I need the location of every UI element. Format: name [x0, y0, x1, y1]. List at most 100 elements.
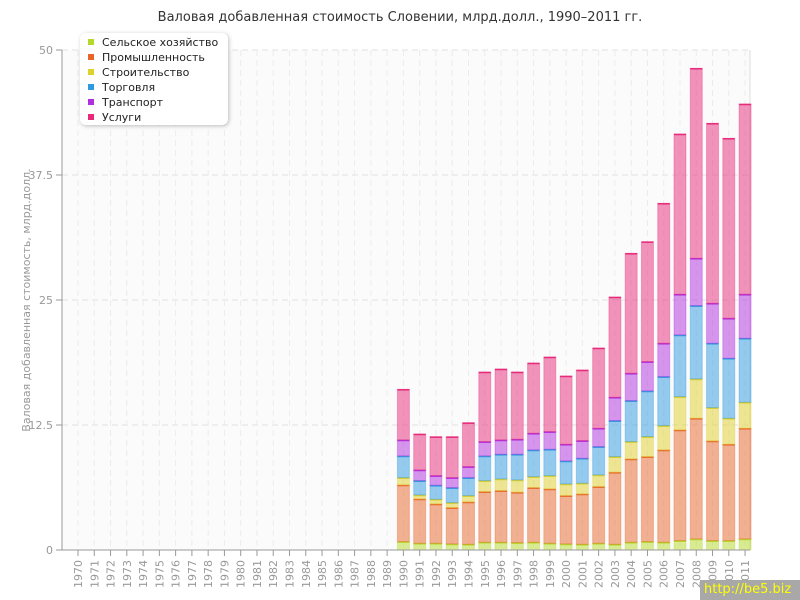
- legend-item[interactable]: Сельское хозяйство: [88, 36, 218, 49]
- legend: Сельское хозяйство Промышленность Строител…: [80, 33, 228, 125]
- bar-segment: [413, 469, 427, 482]
- bar-segment: [722, 443, 736, 542]
- bar-segment: [608, 456, 622, 473]
- bar-segment: [706, 342, 720, 409]
- bar-segment: [673, 334, 687, 398]
- bar-segment: [738, 427, 752, 540]
- bar-segment: [722, 317, 736, 359]
- bar-segment: [657, 202, 671, 344]
- bar-segment: [689, 257, 703, 307]
- bar-segment: [592, 347, 606, 429]
- legend-item[interactable]: Услуги: [88, 111, 141, 124]
- x-tick-label: 2004: [625, 560, 638, 588]
- x-tick-label: 2000: [560, 560, 573, 588]
- bar-segment: [445, 487, 459, 504]
- bar-segment: [445, 436, 459, 479]
- bar-segment: [478, 441, 492, 457]
- bar-segment: [478, 371, 492, 443]
- bar-segment: [608, 296, 622, 398]
- bar-segment: [624, 400, 638, 443]
- bar-segment: [527, 476, 541, 489]
- bar-segment: [494, 368, 508, 441]
- chart-title: Валовая добавленная стоимость Словении, …: [157, 10, 643, 25]
- legend-swatch: [88, 69, 94, 75]
- bar-segment: [445, 477, 459, 489]
- bar-segment: [657, 342, 671, 378]
- y-tick-label: 50: [39, 44, 53, 57]
- legend-item[interactable]: Торговля: [88, 81, 155, 94]
- bar-segment: [673, 133, 687, 295]
- bar-segment: [722, 357, 736, 419]
- bar-segment: [608, 420, 622, 458]
- bar-segment: [673, 293, 687, 336]
- bar-segment: [543, 356, 557, 433]
- bar-segment: [706, 540, 720, 551]
- x-tick-label: 1974: [137, 560, 150, 588]
- bar-segment: [592, 486, 606, 544]
- x-tick-label: 1976: [170, 560, 183, 588]
- bar-segment: [413, 498, 427, 544]
- bar-segment: [575, 457, 589, 484]
- watermark[interactable]: http://be5.biz: [700, 580, 800, 600]
- legend-swatch: [88, 114, 94, 120]
- bar-segment: [657, 449, 671, 543]
- bar-segment: [624, 372, 638, 402]
- bar-segment: [429, 475, 443, 486]
- x-tick-label: 1982: [267, 560, 280, 588]
- x-tick-label: 1980: [235, 560, 248, 588]
- bar-segment: [543, 448, 557, 477]
- bar-segment: [689, 417, 703, 540]
- x-tick-label: 2007: [674, 560, 687, 588]
- bar-segment: [559, 495, 573, 545]
- x-tick-label: 1993: [446, 560, 459, 588]
- bar-segment: [429, 436, 443, 477]
- bar-segment: [689, 305, 703, 380]
- bar-segment: [543, 475, 557, 490]
- y-tick-label: 0: [46, 544, 53, 557]
- bar-segment: [559, 443, 573, 462]
- bar-segment: [429, 503, 443, 544]
- bar-segment: [722, 137, 736, 319]
- bar-segment: [706, 440, 720, 542]
- x-tick-label: 1970: [72, 560, 85, 588]
- bar-segment: [478, 491, 492, 543]
- bar-segment: [543, 488, 557, 544]
- bar-segment: [673, 540, 687, 551]
- x-tick-label: 1978: [202, 560, 215, 588]
- bar-segment: [575, 482, 589, 495]
- bar-segment: [624, 458, 638, 543]
- bar-segment: [575, 440, 589, 459]
- bar-segment: [510, 453, 524, 481]
- bar-segment: [543, 431, 557, 450]
- x-tick-label: 2002: [593, 560, 606, 588]
- bar-segment: [527, 362, 541, 434]
- bar-segment: [592, 427, 606, 448]
- x-tick-label: 2006: [658, 560, 671, 588]
- x-tick-label: 2005: [641, 560, 654, 588]
- bar-segment: [722, 417, 736, 445]
- bar-segment: [413, 480, 427, 496]
- x-tick-label: 1986: [332, 560, 345, 588]
- bar-segment: [494, 453, 508, 480]
- bar-segment: [592, 474, 606, 488]
- x-tick-label: 1977: [186, 560, 199, 588]
- legend-label: Торговля: [102, 81, 156, 94]
- bar-segment: [559, 460, 573, 485]
- bar-segment: [527, 487, 541, 543]
- y-axis-label: Валовая добавленная стоимость, млрд.долл…: [20, 168, 33, 431]
- legend-swatch: [88, 39, 94, 45]
- x-tick-label: 1981: [251, 560, 264, 588]
- legend-item[interactable]: Транспорт: [88, 96, 163, 109]
- legend-item[interactable]: Промышленность: [88, 51, 205, 64]
- legend-item[interactable]: Строительство: [88, 66, 189, 79]
- bar-segment: [738, 337, 752, 403]
- bar-segment: [640, 390, 654, 438]
- bar-segment: [706, 407, 720, 442]
- bar-segment: [738, 293, 752, 339]
- x-tick-label: 1988: [365, 560, 378, 588]
- x-tick-label: 1971: [88, 560, 101, 588]
- x-tick-label: 1999: [544, 560, 557, 588]
- x-tick-label: 1972: [105, 560, 118, 588]
- legend-label: Транспорт: [102, 96, 163, 109]
- legend-swatch: [88, 54, 94, 60]
